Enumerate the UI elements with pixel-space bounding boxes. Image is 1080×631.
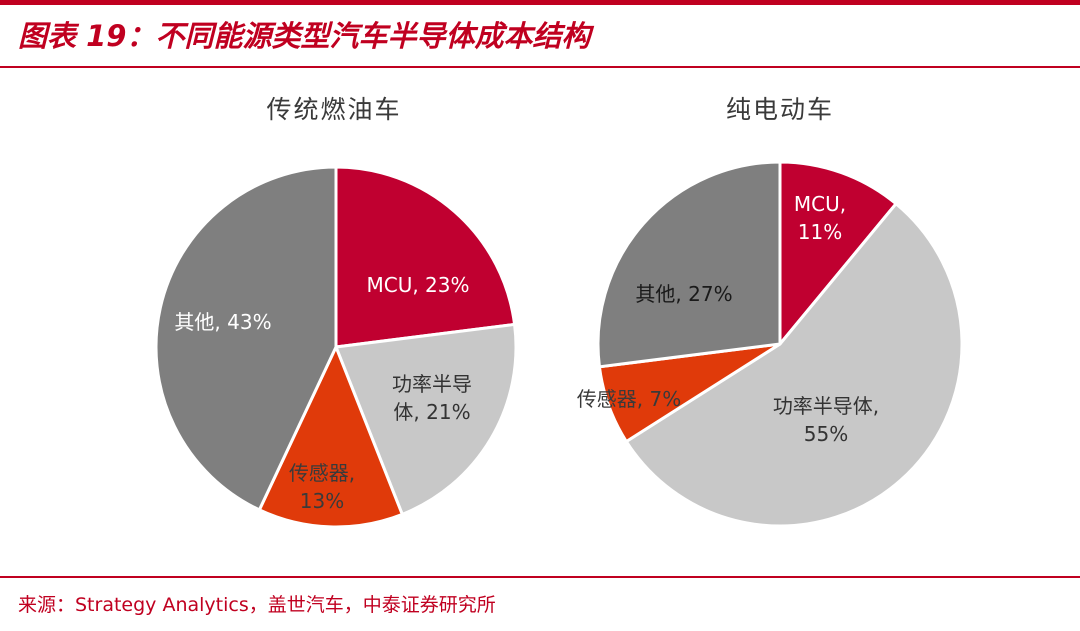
pie-ev-label-other: 其他, 27% [635,282,732,306]
pie-fuel-label-sensor-line: 13% [300,489,344,513]
pie-ev-slice-power-semiconductor [624,202,964,528]
pie-fuel-label-mcu: MCU, 23% [366,273,469,297]
pie-ev-label-other-line: 其他, 27% [635,282,732,306]
pie-fuel-label-sensor-line: 传感器, [289,461,355,485]
pie-ev-label-mcu-line: 11% [798,220,842,244]
top-accent-rule [0,0,1080,5]
pie-title-ev: 纯电动车 [725,95,835,124]
pie-fuel-label-other-line: 其他, 43% [174,310,271,334]
pie-ev-label-power-semiconductor-line: 55% [804,422,848,446]
title-divider [0,66,1080,68]
pie-fuel-slice-sensor [257,345,404,529]
figure-title: 图表 19：不同能源类型汽车半导体成本结构 [18,19,591,53]
pie-fuel: MCU, 23% 功率半导体, 21% 传感器, 13% 其他, 43% [154,165,518,529]
pie-fuel-slice-power-semiconductor [334,322,518,516]
pie-ev-slice-other [596,160,782,369]
pie-fuel-label-sensor: 传感器, 13% [289,461,355,513]
footer-divider [0,576,1080,578]
pie-ev: MCU, 11% 功率半导体, 55% 传感器, 7% 其他, 27% [577,160,964,528]
pie-ev-label-mcu-line: MCU, [794,192,846,216]
pie-ev-label-power-semiconductor: 功率半导体, 55% [773,394,879,446]
pie-ev-label-sensor-line: 传感器, 7% [577,387,681,411]
pie-fuel-label-power-semiconductor-line: 功率半导 [392,372,472,396]
pie-fuel-label-other: 其他, 43% [174,310,271,334]
pie-ev-label-sensor: 传感器, 7% [577,387,681,411]
pie-fuel-slice-mcu [334,165,517,349]
pie-fuel-label-mcu-line: MCU, 23% [366,273,469,297]
pie-ev-slice-mcu [778,160,898,346]
pie-fuel-label-power-semiconductor: 功率半导体, 21% [392,372,472,424]
pie-fuel-label-power-semiconductor-line: 体, 21% [393,400,470,424]
pie-ev-label-mcu: MCU, 11% [794,192,846,244]
source-note: 来源：Strategy Analytics，盖世汽车，中泰证券研究所 [18,594,496,616]
pie-title-fuel: 传统燃油车 [266,95,402,124]
pie-fuel-slice-other [154,165,338,512]
pie-ev-label-power-semiconductor-line: 功率半导体, [773,394,879,418]
